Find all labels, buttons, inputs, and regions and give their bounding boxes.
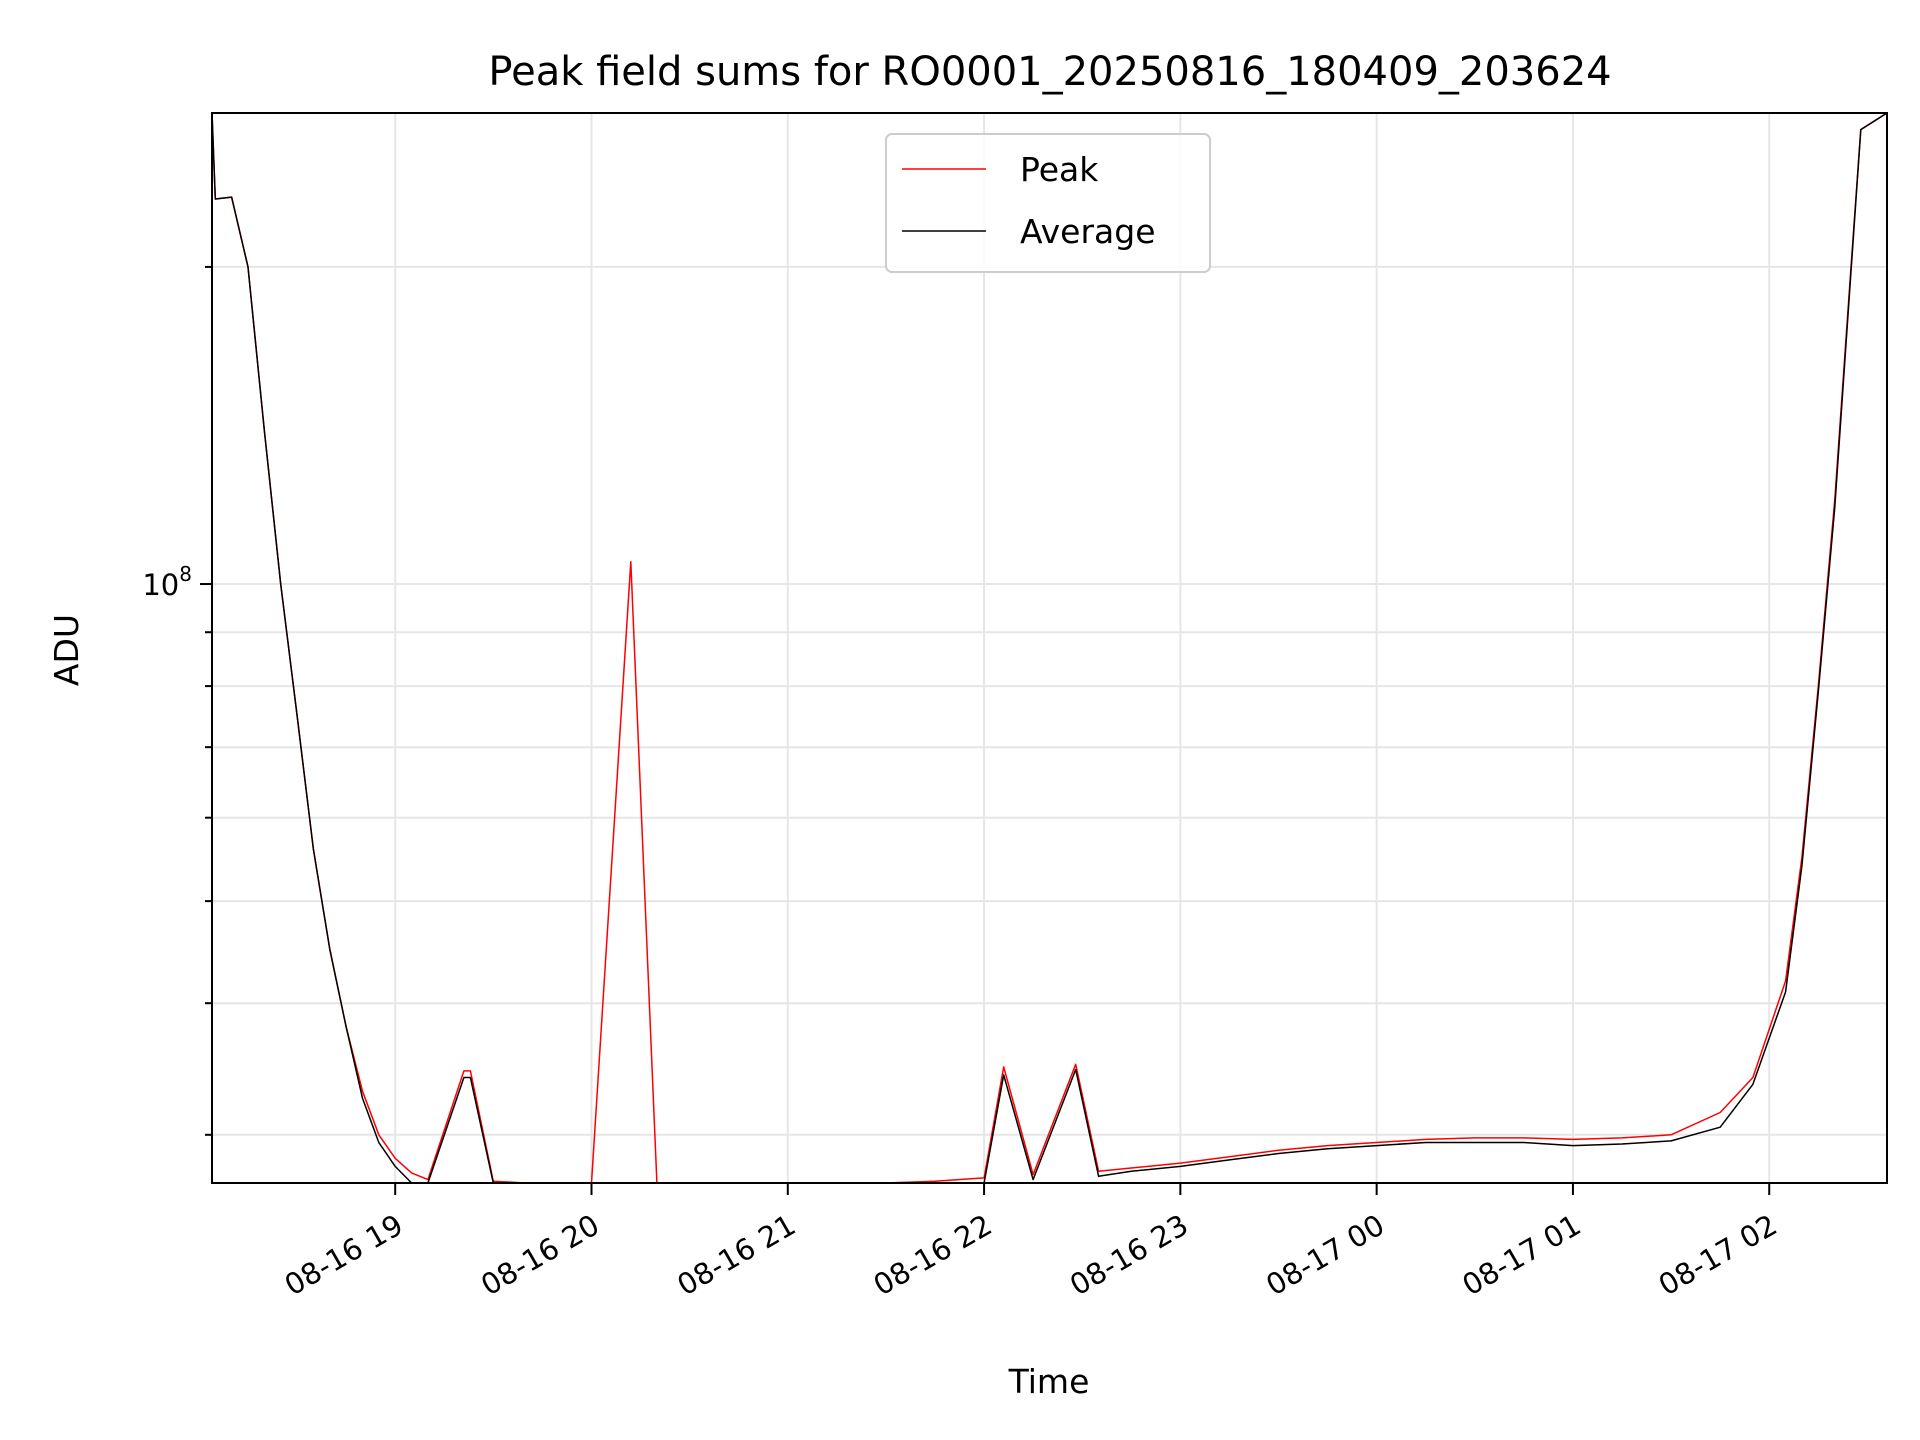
x-tick-label: 08-17 02: [1653, 1208, 1783, 1303]
x-tick-label: 08-16 22: [868, 1208, 998, 1303]
x-tick-label: 08-16 23: [1064, 1208, 1194, 1303]
y-tick-label: 108: [142, 562, 192, 602]
grid: [212, 113, 1887, 1183]
series-line-average: [211, 112, 1888, 1184]
y-axis-label: ADU: [47, 614, 86, 686]
x-tick-label: 08-17 01: [1457, 1208, 1587, 1303]
legend-label-average: Average: [1020, 212, 1156, 251]
chart-title: Peak field sums for RO0001_20250816_1804…: [488, 49, 1611, 95]
x-tick-label: 08-16 19: [279, 1208, 409, 1303]
x-tick-label: 08-17 00: [1260, 1208, 1390, 1303]
x-tick-label: 08-16 20: [475, 1208, 605, 1303]
series-line-peak: [211, 112, 1888, 1184]
series-layer: [211, 112, 1888, 1184]
legend-label-peak: Peak: [1020, 150, 1099, 189]
plot-frame: [211, 112, 1888, 1184]
x-axis-label: Time: [1008, 1362, 1090, 1401]
x-axis: 08-16 19 08-16 20 08-16 21 08-16 22 08-16 23…: [279, 1183, 1783, 1302]
legend: Peak Average: [885, 133, 1211, 273]
x-tick-label: 08-16 21: [671, 1208, 801, 1303]
y-axis: 108: [142, 265, 212, 1136]
